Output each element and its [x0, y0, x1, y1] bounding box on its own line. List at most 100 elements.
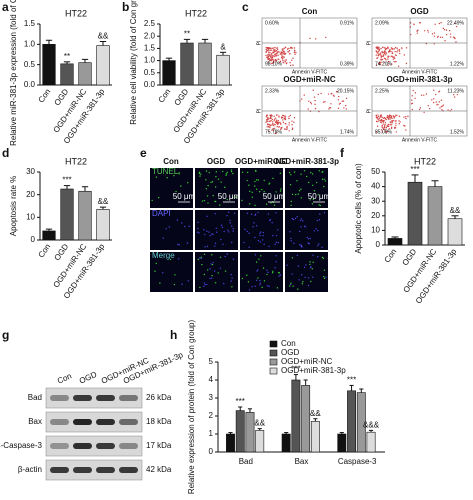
- y-axis-label: Relative miR-381-3p expression (fold of …: [9, 0, 18, 146]
- cell-dot: [233, 212, 236, 215]
- cell-dot: [188, 225, 190, 227]
- event-dot: [380, 47, 382, 50]
- cell-dot: [253, 222, 255, 224]
- cell-dot: [232, 258, 235, 260]
- event-dot: [413, 23, 415, 25]
- event-dot: [385, 54, 387, 56]
- event-dot: [445, 29, 448, 31]
- event-dot: [378, 62, 380, 64]
- event-dot: [384, 117, 387, 120]
- cell-dot: [165, 228, 167, 230]
- x-tick-label: Caspase-3: [338, 457, 377, 466]
- event-dot: [380, 54, 382, 56]
- event-dot: [397, 65, 400, 67]
- significance: &: [220, 42, 226, 51]
- event-dot: [381, 124, 383, 127]
- cell-dot: [205, 188, 208, 190]
- event-dot: [390, 123, 393, 126]
- cell-dot: [298, 279, 300, 281]
- band: [73, 419, 92, 425]
- cell-dot: [294, 217, 297, 220]
- cell-dot: [206, 230, 208, 232]
- plot-title: OGD+miR-NC: [283, 75, 335, 84]
- cell-dot: [214, 186, 217, 188]
- event-dot: [394, 126, 396, 129]
- cell-dot: [200, 257, 202, 260]
- event-dot: [273, 123, 275, 126]
- y-axis-label: PI: [366, 41, 372, 46]
- event-dot: [292, 64, 294, 66]
- event-dot: [428, 108, 431, 110]
- bar: [180, 42, 194, 86]
- event-dot: [314, 103, 316, 106]
- cell-dot: [268, 245, 270, 247]
- event-dot: [392, 56, 394, 59]
- cell-dot: [205, 170, 208, 172]
- bar: [235, 410, 245, 453]
- cell-dot: [211, 263, 214, 266]
- event-dot: [270, 49, 273, 51]
- event-dot: [345, 108, 348, 110]
- cell-dot: [224, 186, 226, 189]
- cell-dot: [262, 267, 265, 269]
- band: [96, 395, 115, 401]
- cell-dot: [254, 204, 256, 207]
- bar: [301, 385, 311, 453]
- event-dot: [280, 127, 282, 129]
- event-dot: [286, 125, 288, 128]
- panel-label: f: [340, 146, 345, 160]
- size-label: 18 kDa: [146, 417, 172, 426]
- cell-dot: [312, 198, 315, 201]
- cell-dot: [243, 241, 245, 244]
- bar: [78, 190, 92, 241]
- x-tick-label: Bax: [295, 457, 309, 466]
- bar: [60, 188, 74, 241]
- significance: &&&: [363, 421, 380, 430]
- cell-dot: [162, 272, 164, 274]
- event-dot: [412, 89, 414, 92]
- event-dot: [281, 55, 283, 57]
- chart-title: HT22: [65, 156, 87, 166]
- event-dot: [405, 115, 407, 118]
- cell-dot: [323, 277, 326, 280]
- event-dot: [375, 120, 378, 123]
- cell-dot: [166, 177, 168, 179]
- cell-dot: [311, 268, 313, 270]
- cell-dot: [184, 225, 186, 228]
- protein-label: Bax: [28, 417, 42, 426]
- y-tick-label: 0: [31, 235, 36, 244]
- cell-dot: [317, 256, 319, 258]
- column-header: OGD: [207, 157, 225, 166]
- y-tick-label: 1.0: [144, 56, 156, 65]
- event-dot: [395, 114, 397, 116]
- cell-dot: [290, 282, 292, 284]
- cell-dot: [204, 284, 206, 286]
- event-dot: [278, 115, 280, 117]
- event-dot: [291, 128, 294, 131]
- panel-label: a: [2, 0, 9, 14]
- event-dot: [383, 57, 386, 60]
- cell-dot: [209, 277, 211, 280]
- cell-dot: [323, 276, 325, 278]
- event-dot: [331, 92, 333, 95]
- event-dot: [282, 114, 285, 117]
- event-dot: [283, 47, 286, 49]
- event-dot: [433, 43, 435, 45]
- cell-dot: [197, 227, 199, 230]
- cell-dot: [204, 246, 206, 248]
- cell-dot: [256, 269, 259, 271]
- event-dot: [267, 58, 269, 61]
- event-dot: [386, 116, 388, 119]
- cell-dot: [300, 244, 303, 247]
- event-dot: [272, 49, 275, 51]
- event-dot: [275, 58, 277, 61]
- event-dot: [437, 103, 439, 106]
- cell-dot: [198, 172, 201, 175]
- event-dot: [337, 99, 340, 101]
- micrograph: [240, 168, 283, 208]
- cell-dot: [226, 171, 228, 174]
- bar: [291, 379, 301, 453]
- band: [50, 443, 69, 449]
- event-dot: [403, 54, 406, 56]
- event-dot: [405, 117, 407, 120]
